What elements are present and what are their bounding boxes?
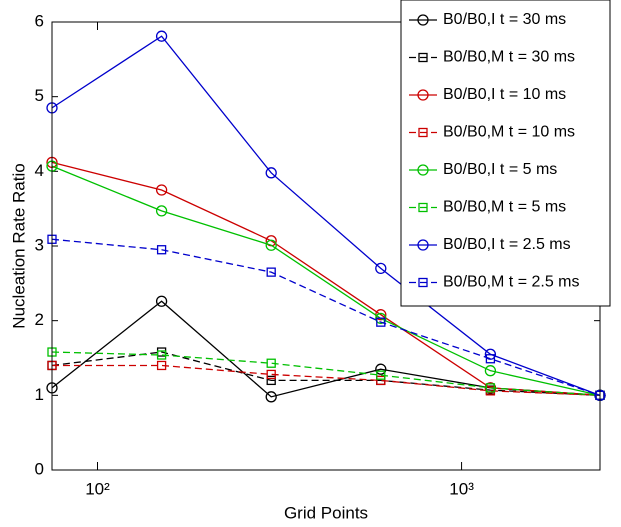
legend-label: B0/B0,M t = 2.5 ms xyxy=(443,274,580,291)
marker xyxy=(375,312,387,325)
legend-label: B0/B0,I t = 10 ms xyxy=(443,86,566,103)
legend-marker xyxy=(418,52,428,63)
marker xyxy=(155,205,168,217)
marker xyxy=(484,348,497,360)
series-line xyxy=(51,351,601,396)
marker xyxy=(376,317,386,327)
marker xyxy=(266,369,276,380)
series-line xyxy=(51,165,601,396)
x-tick-label: 10³ xyxy=(449,479,474,498)
marker xyxy=(485,383,496,393)
legend-label: B0/B0,M t = 30 ms xyxy=(443,49,575,66)
marker xyxy=(156,360,167,371)
legend-marker xyxy=(418,202,428,213)
legend-marker xyxy=(417,164,429,176)
marker xyxy=(155,295,168,307)
y-tick-label: 1 xyxy=(35,385,44,404)
legend-box xyxy=(400,0,611,307)
legend-marker xyxy=(417,239,429,251)
marker xyxy=(265,391,277,403)
marker xyxy=(156,350,167,360)
x-axis-label: Grid Points xyxy=(284,503,368,522)
y-tick-label: 5 xyxy=(35,86,44,105)
marker xyxy=(266,267,276,277)
legend-label: B0/B0,M t = 10 ms xyxy=(443,124,575,141)
marker xyxy=(376,370,386,380)
y-tick-label: 0 xyxy=(35,459,44,478)
legend-label: B0/B0,I t = 30 ms xyxy=(443,11,566,28)
marker xyxy=(484,365,497,377)
series-line xyxy=(51,161,601,396)
marker xyxy=(485,354,496,364)
series-line xyxy=(51,238,601,396)
marker xyxy=(155,184,168,196)
y-tick-label: 4 xyxy=(35,161,44,180)
marker xyxy=(265,167,277,179)
y-axis-label: Nucleation Rate Ratio xyxy=(9,163,28,328)
legend: B0/B0,I t = 30 ms B0/B0,M t = 30 ms B0/B0,… xyxy=(400,0,611,307)
y-tick-label: 2 xyxy=(35,310,44,329)
marker xyxy=(266,375,276,386)
marker xyxy=(266,358,276,368)
x-tick-label: 10² xyxy=(85,479,110,498)
marker xyxy=(265,239,277,251)
y-tick-label: 3 xyxy=(35,235,44,254)
legend-marker xyxy=(417,89,429,101)
series-line xyxy=(51,35,601,396)
legend-label: B0/B0,I t = 5 ms xyxy=(443,161,557,178)
legend-label: B0/B0,I t = 2.5 ms xyxy=(443,236,571,253)
y-tick-label: 6 xyxy=(35,11,44,30)
legend-marker xyxy=(418,277,428,288)
marker xyxy=(375,363,387,375)
marker xyxy=(155,30,168,42)
series-line xyxy=(52,364,601,396)
marker xyxy=(375,262,387,275)
legend-marker xyxy=(417,14,429,26)
marker xyxy=(376,375,386,386)
legend-label: B0/B0,M t = 5 ms xyxy=(443,199,566,216)
marker xyxy=(156,245,167,255)
legend-marker xyxy=(418,127,428,138)
